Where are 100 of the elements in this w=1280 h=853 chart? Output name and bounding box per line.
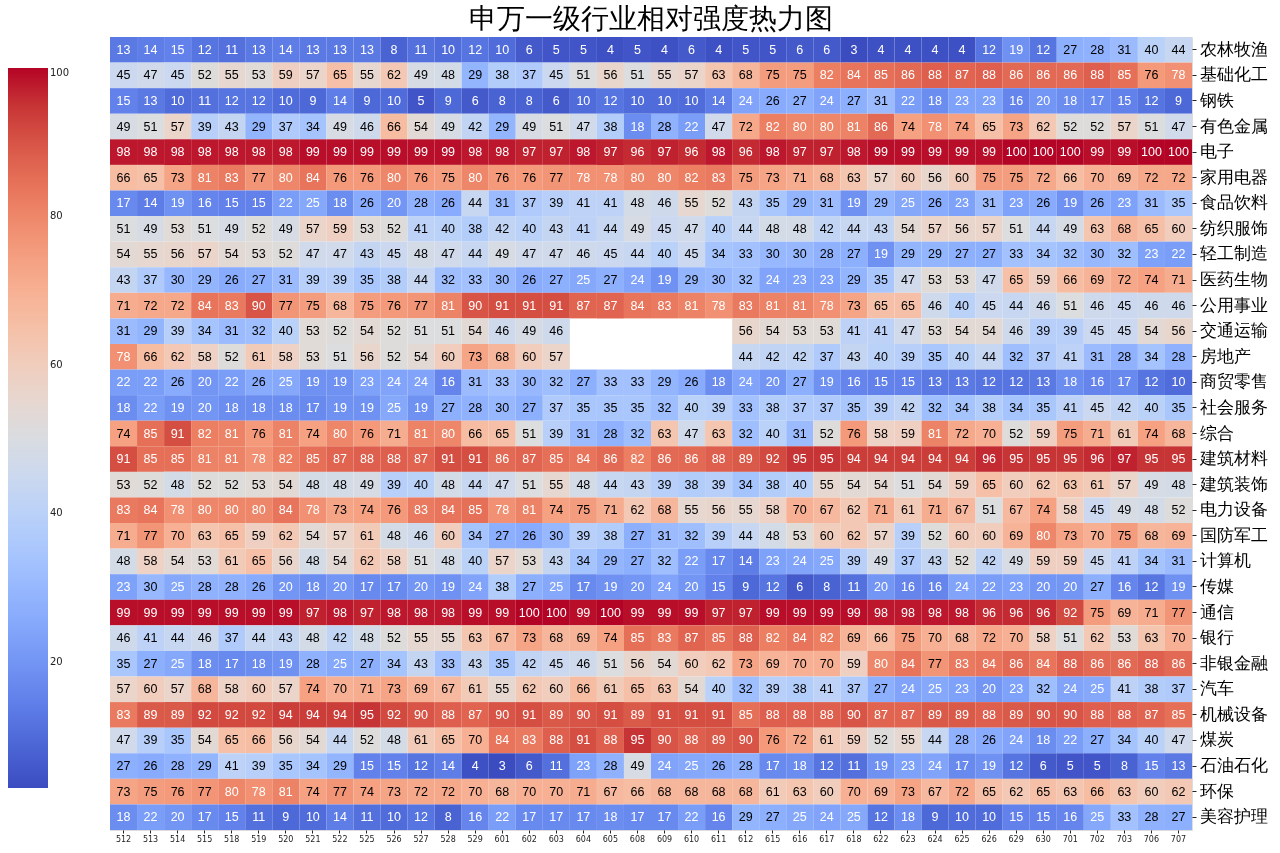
data-label: 29 <box>332 759 347 774</box>
data-label: 54 <box>414 119 429 134</box>
data-label: 37 <box>522 68 537 83</box>
data-label: 45 <box>684 247 699 262</box>
x-tick-label: 512 <box>115 834 132 844</box>
data-label: 100 <box>1032 145 1054 160</box>
data-label: 34 <box>1144 554 1159 569</box>
data-label: 6 <box>688 42 696 57</box>
data-label: 80 <box>332 426 347 441</box>
data-label: 69 <box>414 682 429 697</box>
data-label: 74 <box>305 426 320 441</box>
data-label: 26 <box>711 759 726 774</box>
data-label: 28 <box>414 196 429 211</box>
data-label: 20 <box>387 196 402 211</box>
data-label: 99 <box>387 145 402 160</box>
data-label: 45 <box>116 68 131 83</box>
data-label: 61 <box>901 503 915 518</box>
data-label: 33 <box>630 375 645 390</box>
data-label: 71 <box>873 503 888 518</box>
data-label: 20 <box>765 375 780 390</box>
data-label: 81 <box>765 298 780 313</box>
data-label: 22 <box>495 810 510 825</box>
data-label: 61 <box>414 733 429 748</box>
data-label: 61 <box>224 554 239 569</box>
y-tick-label: 轻工制造 <box>1199 243 1268 264</box>
data-label: 88 <box>1090 707 1105 722</box>
x-tick-label: 527 <box>413 834 429 844</box>
data-label: 17 <box>576 810 591 825</box>
data-label: 9 <box>309 93 317 108</box>
data-label: 89 <box>630 707 645 722</box>
data-label: 74 <box>1144 426 1159 441</box>
data-label: 38 <box>1144 682 1159 697</box>
data-label: 44 <box>1009 298 1024 313</box>
data-label: 49 <box>522 324 537 339</box>
data-label: 99 <box>792 605 807 620</box>
data-label: 39 <box>305 273 320 288</box>
data-label: 19 <box>1009 42 1024 57</box>
data-label: 68 <box>332 298 347 313</box>
data-label: 53 <box>928 273 943 288</box>
data-label: 60 <box>901 170 915 185</box>
data-label: 35 <box>170 733 185 748</box>
data-label: 94 <box>955 452 970 467</box>
data-label: 78 <box>711 298 726 313</box>
data-label: 91 <box>657 707 672 722</box>
data-label: 24 <box>955 579 970 594</box>
data-label: 78 <box>819 298 834 313</box>
data-label: 73 <box>170 170 185 185</box>
x-tick-label: 703 <box>1116 834 1133 844</box>
data-label: 27 <box>1090 733 1105 748</box>
data-label: 42 <box>495 221 510 236</box>
data-label: 49 <box>278 221 293 236</box>
data-label: 83 <box>224 170 239 185</box>
data-label: 19 <box>1063 196 1078 211</box>
data-label: 84 <box>143 503 158 518</box>
data-label: 48 <box>441 68 456 83</box>
x-tick-label: 514 <box>169 834 186 844</box>
data-label: 85 <box>1117 68 1132 83</box>
data-label: 88 <box>1117 707 1132 722</box>
data-label: 85 <box>549 452 564 467</box>
data-label: 62 <box>846 528 861 543</box>
data-label: 15 <box>116 93 131 108</box>
data-label: 6 <box>1039 759 1047 774</box>
data-label: 43 <box>468 656 483 671</box>
data-label: 81 <box>278 784 293 799</box>
data-label: 26 <box>522 528 537 543</box>
data-label: 99 <box>414 145 429 160</box>
data-label: 95 <box>1009 452 1024 467</box>
data-label: 18 <box>1036 733 1051 748</box>
data-label: 27 <box>792 93 807 108</box>
data-label: 16 <box>846 375 861 390</box>
data-label: 26 <box>522 273 537 288</box>
data-label: 99 <box>1117 145 1132 160</box>
data-label: 23 <box>1009 196 1024 211</box>
data-label: 61 <box>603 682 618 697</box>
data-label: 85 <box>143 452 158 467</box>
data-label: 18 <box>792 759 807 774</box>
data-label: 53 <box>251 247 266 262</box>
data-label: 59 <box>278 68 293 83</box>
data-label: 44 <box>738 528 753 543</box>
data-label: 51 <box>332 349 347 364</box>
data-label: 23 <box>765 554 780 569</box>
data-label: 65 <box>982 119 997 134</box>
data-label: 75 <box>1009 170 1024 185</box>
y-tick-label: 非银金融 <box>1199 652 1268 673</box>
data-label: 24 <box>414 375 429 390</box>
data-label: 54 <box>224 247 239 262</box>
data-label: 33 <box>468 273 483 288</box>
data-label: 99 <box>468 605 483 620</box>
data-label: 12 <box>1009 375 1024 390</box>
data-label: 66 <box>630 784 645 799</box>
x-tick-label: 518 <box>224 834 240 844</box>
y-tick-label: 建筑装饰 <box>1198 473 1268 494</box>
data-label: 51 <box>1009 221 1024 236</box>
data-label: 27 <box>116 759 131 774</box>
data-label: 24 <box>630 273 645 288</box>
data-label: 32 <box>251 324 266 339</box>
data-label: 12 <box>414 759 429 774</box>
data-label: 17 <box>116 196 131 211</box>
data-label: 58 <box>765 503 780 518</box>
data-label: 28 <box>955 733 970 748</box>
